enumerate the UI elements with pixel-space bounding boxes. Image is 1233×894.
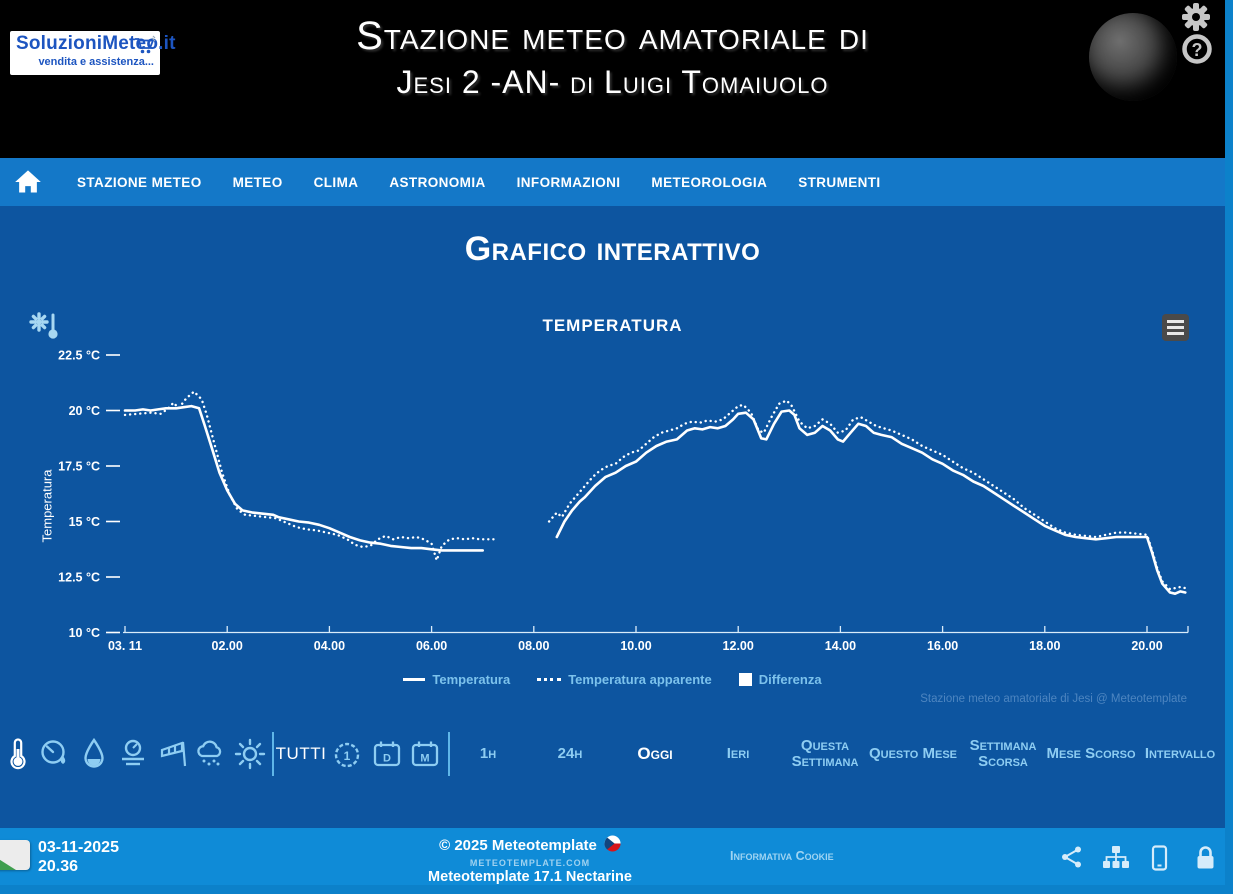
toolbar-separator	[448, 732, 450, 776]
cookie-policy-link[interactable]: Informativa Cookie	[730, 849, 834, 863]
range-button-questo-mese[interactable]: Questo Mese	[868, 745, 958, 762]
range-button-1h[interactable]: 1h	[479, 745, 497, 762]
svg-text:10.00: 10.00	[620, 639, 651, 653]
chart-toolbar: TUTTI 1 D M 1h 24h Oggi Ieri Questa Sett…	[0, 727, 1225, 783]
pressure-gauge-icon[interactable]	[39, 738, 71, 770]
rain-gauge-icon[interactable]	[118, 738, 148, 770]
thermometer-icon[interactable]	[9, 737, 27, 771]
calendar-day-icon[interactable]: D	[372, 739, 402, 769]
svg-text:16.00: 16.00	[927, 639, 958, 653]
legend-item-temperatura-apparente[interactable]: Temperatura apparente	[537, 672, 712, 687]
svg-text:20.00: 20.00	[1131, 639, 1162, 653]
legend-item-temperatura[interactable]: Temperatura	[403, 672, 510, 687]
fan-thermometer-icon	[28, 310, 62, 347]
svg-text:03. 11: 03. 11	[108, 639, 142, 653]
site-title-line2: Jesi 2 -AN- di Luigi Tomaiuolo	[396, 64, 829, 100]
nav-item-stazione-meteo[interactable]: STAZIONE METEO	[77, 174, 202, 190]
svg-text:08.00: 08.00	[518, 639, 549, 653]
nav-item-strumenti[interactable]: STRUMENTI	[798, 174, 881, 190]
svg-text:02.00: 02.00	[212, 639, 243, 653]
help-question-icon[interactable]: ?	[1181, 33, 1213, 70]
footer-version: Meteotemplate 17.1 Nectarine	[428, 869, 632, 885]
main-content: Grafico interattivo	[0, 206, 1225, 828]
filter-all-button[interactable]: TUTTI	[275, 744, 327, 763]
czech-flag-icon	[604, 835, 621, 856]
settings-gear-icon[interactable]	[1179, 1, 1213, 38]
svg-text:M: M	[420, 753, 429, 765]
windsock-icon[interactable]	[158, 738, 190, 770]
svg-text:10 °C: 10 °C	[69, 626, 100, 640]
legend-item-differenza[interactable]: Differenza	[738, 672, 822, 687]
mobile-phone-icon[interactable]	[1151, 845, 1168, 876]
moon-phase-image[interactable]	[1089, 13, 1177, 101]
site-title-line1: Stazione meteo amatoriale di	[356, 14, 869, 58]
chart-legend: Temperatura Temperatura apparente Differ…	[0, 672, 1225, 687]
svg-text:17.5 °C: 17.5 °C	[58, 460, 100, 474]
share-icon[interactable]	[1060, 845, 1084, 874]
svg-text:12.00: 12.00	[723, 639, 754, 653]
svg-text:18.00: 18.00	[1029, 639, 1060, 653]
svg-text:?: ?	[1192, 40, 1203, 60]
main-navigation: STAZIONE METEO METEO CLIMA ASTRONOMIA IN…	[0, 158, 1225, 206]
lock-icon[interactable]	[1194, 845, 1217, 875]
range-button-oggi[interactable]: Oggi	[637, 744, 673, 763]
svg-text:04.00: 04.00	[314, 639, 345, 653]
home-icon[interactable]	[14, 169, 42, 195]
svg-text:06.00: 06.00	[416, 639, 447, 653]
sitemap-icon[interactable]	[1103, 845, 1129, 874]
sun-icon[interactable]	[233, 737, 267, 771]
site-title: Stazione meteo amatoriale di Jesi 2 -AN-…	[0, 12, 1225, 104]
chart-title: TEMPERATURA	[542, 316, 683, 335]
sponsor-logo-tagline: vendita e assistenza...	[38, 56, 154, 68]
footer-time: 20.36	[38, 858, 79, 875]
clock-1-hour-icon[interactable]: 1	[332, 739, 362, 769]
range-button-ieri[interactable]: Ieri	[726, 745, 750, 762]
footer-datetime: 03-11-2025 20.36	[38, 838, 119, 876]
svg-text:14.00: 14.00	[825, 639, 856, 653]
square-swatch	[738, 673, 752, 686]
svg-text:15 °C: 15 °C	[69, 515, 100, 529]
nav-item-informazioni[interactable]: INFORMAZIONI	[516, 174, 621, 190]
header: SoluzioniMeteo.it vendita e assistenza..…	[0, 0, 1225, 158]
svg-text:12.5 °C: 12.5 °C	[58, 571, 100, 585]
range-button-questa-settimana[interactable]: Questa Settimana	[791, 737, 859, 770]
range-button-intervallo[interactable]: Intervallo	[1144, 745, 1216, 762]
footer-date: 03-11-2025	[38, 839, 119, 856]
page-title: Grafico interattivo	[464, 230, 761, 268]
nav-item-meteorologia[interactable]: METEOROLOGIA	[651, 174, 768, 190]
calendar-month-icon[interactable]: M	[410, 739, 440, 769]
svg-text:D: D	[383, 753, 391, 765]
temperature-chart[interactable]: 03. 11 02.00 04.00 06.00 08.00 10.00 12.00 14.0…	[0, 345, 1225, 665]
toolbar-separator	[272, 732, 274, 776]
range-button-24h[interactable]: 24h	[557, 745, 583, 762]
footer: 03-11-2025 20.36 © 2025 Meteotemplate ME…	[0, 828, 1225, 885]
range-button-mese-scorso[interactable]: Mese Scorso	[1046, 745, 1136, 762]
footer-center: © 2025 Meteotemplate METEOTEMPLATE.COM M…	[428, 835, 632, 885]
range-button-settimana-scorsa[interactable]: Settimana Scorsa	[969, 737, 1037, 770]
footer-site-link[interactable]: METEOTEMPLATE.COM	[469, 858, 591, 868]
footer-copyright: © 2025 Meteotemplate	[439, 837, 597, 854]
footer-thumbnail-icon[interactable]	[0, 840, 30, 870]
precipitation-cloud-icon[interactable]	[194, 738, 228, 770]
svg-text:20 °C: 20 °C	[69, 404, 100, 418]
sponsor-logo[interactable]: SoluzioniMeteo.it vendita e assistenza..…	[10, 31, 175, 75]
chart-menu-icon[interactable]	[1162, 314, 1189, 341]
solid-line-swatch	[403, 678, 426, 681]
nav-item-astronomia[interactable]: ASTRONOMIA	[389, 174, 486, 190]
svg-text:1: 1	[344, 749, 351, 763]
humidity-drop-icon[interactable]	[81, 738, 107, 770]
dotted-line-swatch	[537, 678, 562, 681]
nav-item-meteo[interactable]: METEO	[232, 174, 283, 190]
chart-credits: Stazione meteo amatoriale di Jesi @ Mete…	[920, 693, 1187, 705]
cart-icon	[132, 35, 156, 62]
svg-text:22.5 °C: 22.5 °C	[58, 349, 100, 363]
nav-item-clima[interactable]: CLIMA	[313, 174, 359, 190]
